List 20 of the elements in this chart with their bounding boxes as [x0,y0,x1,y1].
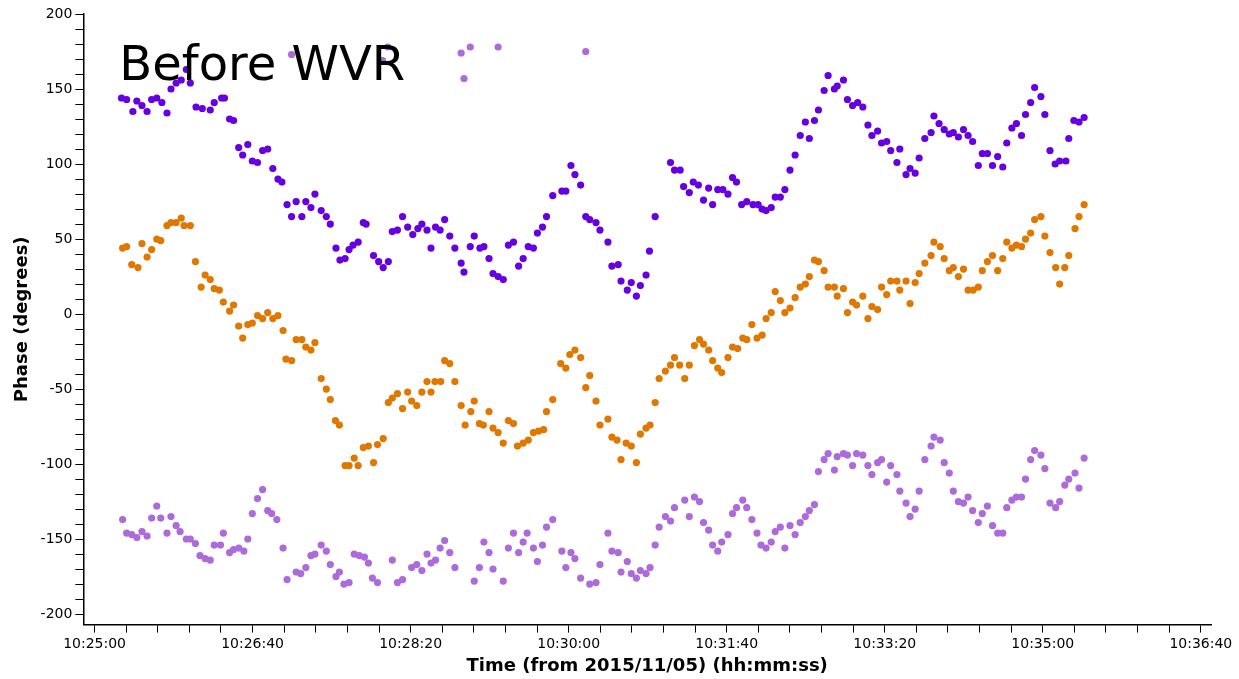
x-tick-label: 10:28:20 [379,634,443,651]
y-tick-label: 50 [54,229,73,246]
text: Before WVR [119,35,406,91]
x-tick-label: 10:36:40 [1169,634,1233,651]
x-tick-label: 10:35:00 [1011,634,1075,651]
y-tick-label: -150 [40,529,73,546]
y-tick-label: -50 [49,379,73,396]
y-axis-title: Phase (degrees) [10,236,32,403]
y-tick-label: 100 [45,154,73,171]
x-tick-label: 10:25:00 [63,634,127,651]
y-tick-label: 150 [45,79,73,96]
y-tick-label: 200 [45,4,73,21]
x-tick-label: 10:30:00 [537,634,601,651]
y-tick-label: 0 [63,304,73,321]
y-tick-label: -100 [40,454,73,471]
x-tick-label: 10:33:20 [853,634,917,651]
y-tick-label: -200 [40,604,73,621]
x-axis-title: Time (from 2015/11/05) (hh:mm:ss) [466,653,828,675]
x-tick-label: 10:26:40 [221,634,285,651]
x-tick-label: 10:31:40 [695,634,759,651]
